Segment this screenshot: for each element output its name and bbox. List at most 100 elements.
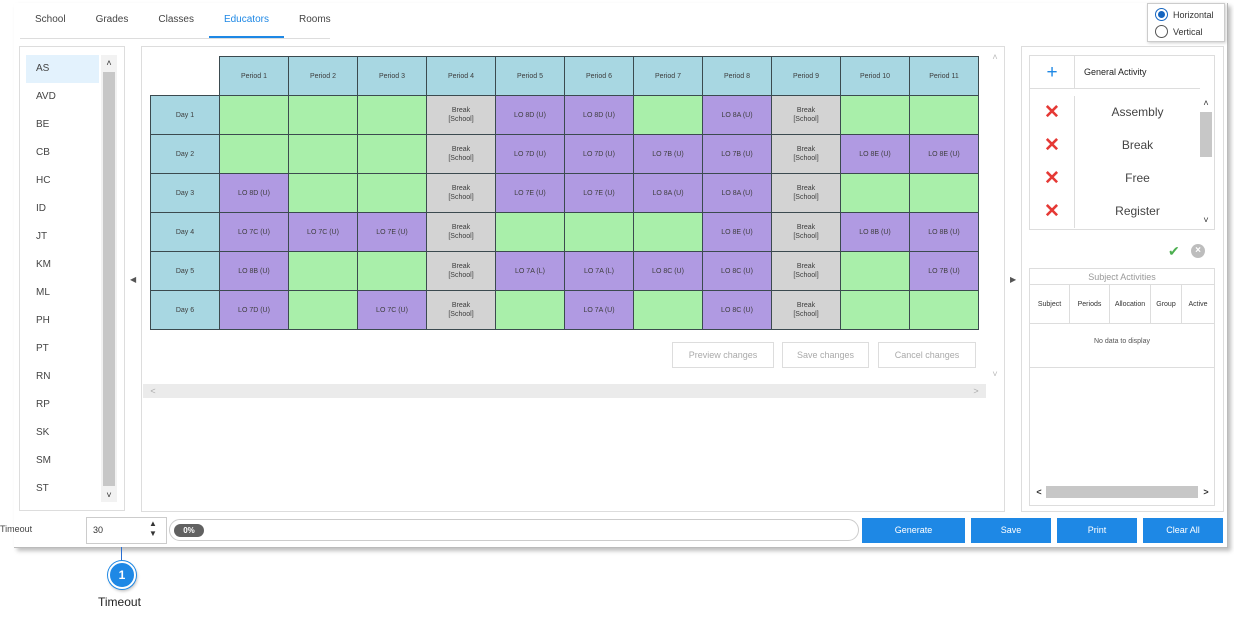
timetable-cell-free[interactable] [357,95,427,135]
timetable-cell-break[interactable]: Break [School] [426,251,496,291]
timetable-cell-lesson[interactable]: LO 8B (U) [219,251,289,291]
timetable-cell-lesson[interactable]: LO 8A (U) [702,173,772,213]
timetable-cell-break[interactable]: Break [School] [771,251,841,291]
timetable-cell-free[interactable] [219,95,289,135]
tab-grades[interactable]: Grades [95,14,129,25]
timetable-cell-lesson[interactable]: LO 8D (U) [564,95,634,135]
educator-item[interactable]: ID [36,203,46,214]
generate-button[interactable]: Generate [862,518,965,543]
horizontal-radio[interactable] [1155,8,1168,21]
timetable-cell-lesson[interactable]: LO 7E (U) [495,173,565,213]
col-active[interactable]: Active [1188,301,1208,308]
timeout-stepper[interactable]: 30 [86,517,167,544]
timetable-cell-free[interactable] [840,173,910,213]
activity-item[interactable]: ✕ Register [1030,195,1200,228]
timetable-cell-lesson[interactable]: LO 8E (U) [702,212,772,252]
educator-item[interactable]: ML [36,287,50,298]
educator-item[interactable]: AS [26,55,99,83]
timetable-cell-free[interactable] [288,134,358,174]
collapse-right-icon[interactable]: ▶ [1010,275,1017,284]
save-button[interactable]: Save [971,518,1051,543]
cancel-icon[interactable]: × [1191,244,1205,258]
col-group[interactable]: Group [1151,285,1182,323]
timetable-cell-break[interactable]: Break [School] [771,212,841,252]
timetable-cell-lesson[interactable]: LO 7A (U) [564,290,634,330]
timetable-cell-lesson[interactable]: LO 7A (L) [564,251,634,291]
chevron-right-icon[interactable]: > [1203,487,1209,497]
remove-icon[interactable]: ✕ [1030,162,1075,195]
tab-rooms[interactable]: Rooms [298,14,331,25]
timetable-cell-break[interactable]: Break [School] [771,173,841,213]
timetable-cell-lesson[interactable]: LO 7C (U) [357,290,427,330]
timetable-cell-free[interactable] [288,173,358,213]
timetable-cell-break[interactable]: Break [School] [771,134,841,174]
educator-item[interactable]: ST [36,483,49,494]
educator-item[interactable]: HC [36,175,51,186]
confirm-icon[interactable]: ✔ [1168,243,1180,259]
timetable-cell-lesson[interactable]: LO 8D (U) [495,95,565,135]
educator-list-scrollbar[interactable]: ˄ ˅ [101,55,117,502]
stepper-down-icon[interactable]: ▼ [149,529,157,538]
timetable-cell-free[interactable] [219,134,289,174]
timetable-cell-free[interactable] [633,290,703,330]
timetable-hscrollbar[interactable]: < > [143,384,986,398]
educator-item[interactable]: CB [36,147,50,158]
timeout-value[interactable]: 30 [93,525,104,535]
timetable-cell-break[interactable]: Break [School] [426,173,496,213]
timetable-cell-free[interactable] [288,290,358,330]
timetable-cell-break[interactable]: Break [School] [426,290,496,330]
educator-item[interactable]: BE [36,119,50,130]
timetable-cell-lesson[interactable]: LO 7D (U) [219,290,289,330]
chevron-left-icon[interactable]: < [150,386,156,396]
timetable-cell-free[interactable] [564,212,634,252]
timetable-cell-break[interactable]: Break [School] [426,134,496,174]
clear-all-button[interactable]: Clear All [1143,518,1223,543]
chevron-down-icon[interactable]: ˅ [992,369,998,379]
chevron-up-icon[interactable]: ˄ [106,58,112,68]
educator-item[interactable]: KM [36,259,51,270]
timetable-cell-free[interactable] [288,95,358,135]
educator-item[interactable]: SM [36,455,51,466]
timetable-cell-lesson[interactable]: LO 7E (U) [564,173,634,213]
timetable-cell-lesson[interactable]: LO 7E (U) [357,212,427,252]
scrollbar-thumb[interactable] [103,72,115,486]
timetable-cell-lesson[interactable]: LO 8C (U) [633,251,703,291]
timetable-cell-free[interactable] [288,251,358,291]
timetable-cell-lesson[interactable]: LO 8A (U) [633,173,703,213]
timetable-cell-free[interactable] [909,173,979,213]
scrollbar-thumb[interactable] [1046,486,1198,498]
save-changes-button[interactable]: Save changes [782,342,869,368]
col-periods[interactable]: Periods [1070,285,1110,323]
timetable-cell-break[interactable]: Break [School] [426,212,496,252]
chevron-up-icon[interactable]: ˄ [1203,98,1209,108]
chevron-right-icon[interactable]: > [973,386,979,396]
timetable-cell-free[interactable] [495,212,565,252]
cancel-changes-button[interactable]: Cancel changes [878,342,976,368]
timetable-cell-lesson[interactable]: LO 7B (U) [702,134,772,174]
timetable-cell-lesson[interactable]: LO 8E (U) [909,134,979,174]
remove-icon[interactable]: ✕ [1030,129,1075,162]
subject-hscrollbar[interactable]: < > [1030,485,1214,499]
timetable-vscrollbar[interactable]: ˄ ˅ [987,48,1003,398]
activity-item[interactable]: ✕ Free [1030,162,1200,195]
add-icon[interactable]: + [1030,56,1075,89]
timetable-cell-break[interactable]: Break [School] [426,95,496,135]
timetable-cell-lesson[interactable]: LO 8B (U) [909,212,979,252]
timetable-cell-free[interactable] [840,95,910,135]
chevron-down-icon[interactable]: ˅ [1203,215,1209,225]
educator-item[interactable]: RN [36,371,51,382]
educator-item[interactable]: PT [36,343,49,354]
activity-scrollbar[interactable]: ˄ ˅ [1198,94,1214,229]
timetable-cell-free[interactable] [357,173,427,213]
timetable-cell-break[interactable]: Break [School] [771,95,841,135]
timetable-cell-lesson[interactable]: LO 8D (U) [219,173,289,213]
chevron-up-icon[interactable]: ˄ [992,52,998,62]
timetable-cell-lesson[interactable]: LO 8C (U) [702,251,772,291]
scrollbar-thumb[interactable] [1200,112,1212,157]
educator-item[interactable]: AVD [36,91,56,102]
timetable-cell-lesson[interactable]: LO 8C (U) [702,290,772,330]
educator-item[interactable]: SK [36,427,50,438]
timetable-cell-lesson[interactable]: LO 7D (U) [564,134,634,174]
timetable-cell-free[interactable] [840,251,910,291]
preview-changes-button[interactable]: Preview changes [672,342,774,368]
